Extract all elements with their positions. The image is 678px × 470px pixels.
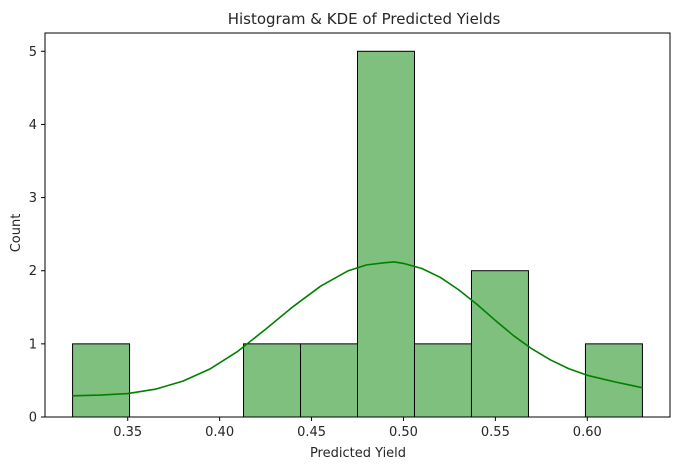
- histogram-bar: [72, 343, 131, 418]
- histogram-bar: [357, 50, 415, 418]
- x-tick-label: 0.35: [113, 425, 142, 440]
- y-tick-label: 2: [29, 264, 37, 279]
- histogram-bar: [243, 343, 302, 418]
- y-axis-label: Count: [9, 214, 24, 253]
- y-tick-label: 0: [29, 411, 37, 426]
- kde-line: [72, 261, 643, 397]
- y-tick-label: 1: [29, 337, 37, 352]
- axes-layer: 0.35 0.40 0.45 0.50 0.55 0.60 0 1 2 3 4 5: [29, 32, 671, 440]
- x-tick-label: 0.45: [297, 425, 326, 440]
- histogram-bar: [470, 270, 529, 418]
- histogram-bar: [584, 343, 643, 418]
- y-tick-label: 4: [29, 118, 37, 133]
- x-tick-label: 0.40: [205, 425, 234, 440]
- kde-layer: [72, 261, 643, 397]
- x-tick-label: 0.50: [389, 425, 418, 440]
- y-tick-label: 3: [29, 191, 37, 206]
- histogram-bar: [300, 343, 359, 418]
- x-tick-label: 0.60: [573, 425, 602, 440]
- x-tick-label: 0.55: [481, 425, 510, 440]
- histogram-bar: [413, 343, 472, 418]
- x-axis-label: Predicted Yield: [310, 446, 406, 461]
- chart-title: Histogram & KDE of Predicted Yields: [228, 10, 501, 28]
- y-tick-label: 5: [29, 45, 37, 60]
- plot-frame: [44, 32, 671, 418]
- bars-layer: [72, 50, 643, 418]
